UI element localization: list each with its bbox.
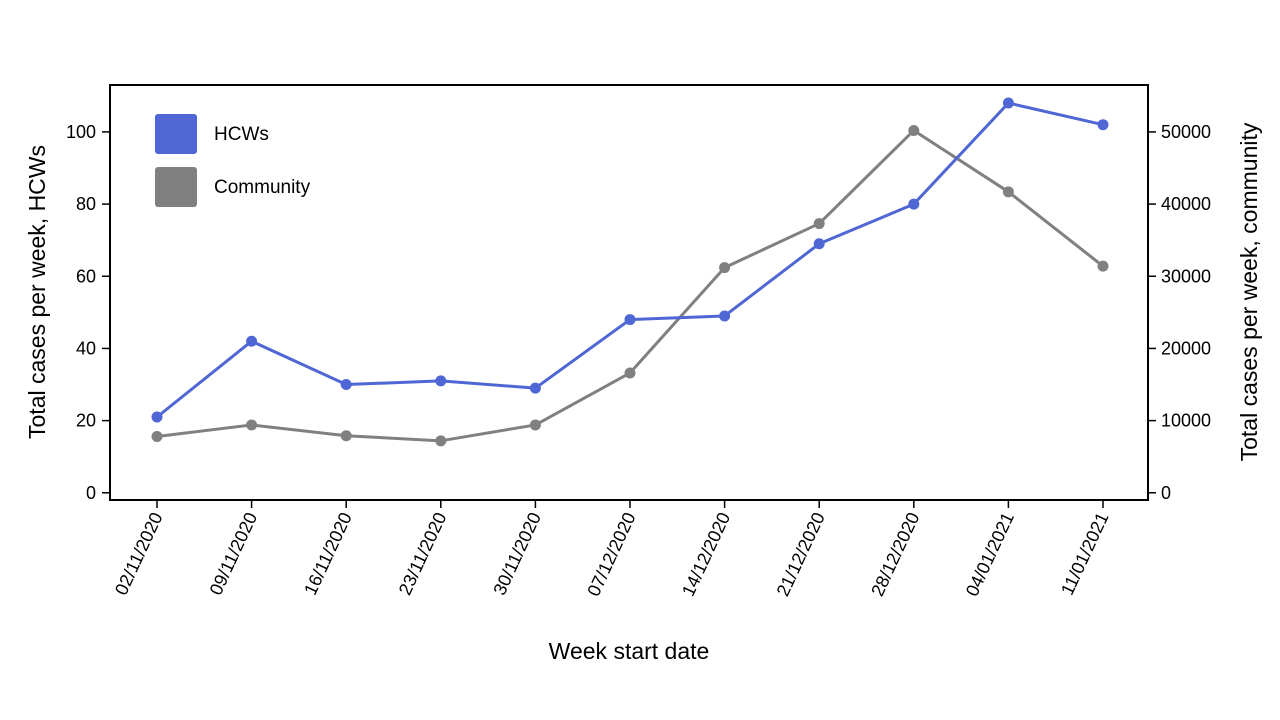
legend-label-hcws: HCWs [214, 124, 269, 145]
data-point-hcws [246, 335, 258, 347]
legend-swatch-hcws [155, 114, 197, 154]
y-left-tick-label: 80 [76, 194, 96, 214]
x-tick-label: 16/11/2020 [300, 509, 356, 598]
y-axis-left-label: Total cases per week, HCWs [24, 145, 50, 439]
x-tick-label: 09/11/2020 [206, 509, 262, 598]
data-point-hcws [340, 379, 352, 391]
data-point-hcws [151, 411, 163, 423]
data-point-community [1002, 186, 1014, 198]
legend-label-community: Community [214, 177, 311, 198]
data-point-community [908, 124, 920, 136]
y-right-tick-label: 50000 [1161, 122, 1211, 142]
data-point-community [529, 419, 541, 431]
data-point-community [151, 430, 163, 442]
series-points [151, 97, 1109, 447]
y-right-tick-label: 10000 [1161, 411, 1211, 431]
legend-swatch-community [155, 167, 197, 207]
y-left-tick-label: 60 [76, 266, 96, 286]
x-tick-label: 14/12/2020 [678, 509, 734, 599]
data-point-hcws [1097, 119, 1109, 131]
data-point-hcws [435, 375, 447, 387]
y-left-tick-label: 0 [86, 483, 96, 503]
x-tick-label: 02/11/2020 [111, 509, 167, 598]
y-right-tick-label: 30000 [1161, 266, 1211, 286]
data-point-community [624, 367, 636, 379]
data-point-hcws [624, 314, 636, 326]
data-point-hcws [813, 238, 825, 250]
data-point-community [1097, 260, 1109, 272]
data-point-hcws [529, 382, 541, 394]
series-lines [156, 101, 1104, 443]
x-tick-label: 07/12/2020 [583, 509, 639, 599]
data-point-community [813, 218, 825, 230]
data-point-hcws [719, 310, 731, 322]
y-right-tick-label: 40000 [1161, 194, 1211, 214]
legend: HCWs Community [155, 114, 311, 207]
y-left-tick-label: 100 [66, 122, 96, 142]
data-point-community [246, 419, 258, 431]
data-point-community [719, 262, 731, 274]
x-tick-label: 21/12/2020 [773, 509, 829, 599]
data-point-community [340, 430, 352, 442]
y-left-tick-label: 20 [76, 411, 96, 431]
x-tick-label: 30/11/2020 [489, 509, 545, 598]
y-left-tick-label: 40 [76, 338, 96, 358]
x-tick-label: 28/12/2020 [867, 509, 923, 599]
data-point-hcws [1002, 97, 1014, 109]
data-point-community [435, 435, 447, 447]
x-axis-label: Week start date [549, 638, 710, 664]
x-tick-label: 23/11/2020 [395, 509, 451, 598]
data-point-hcws [908, 198, 920, 210]
x-tick-label: 04/01/2021 [962, 509, 1018, 599]
y-axis-right-label: Total cases per week, community [1236, 122, 1262, 461]
y-right-tick-label: 20000 [1161, 338, 1211, 358]
plot-frame [109, 84, 1149, 501]
x-tick-label: 11/01/2021 [1057, 509, 1113, 598]
y-right-tick-label: 0 [1161, 483, 1171, 503]
